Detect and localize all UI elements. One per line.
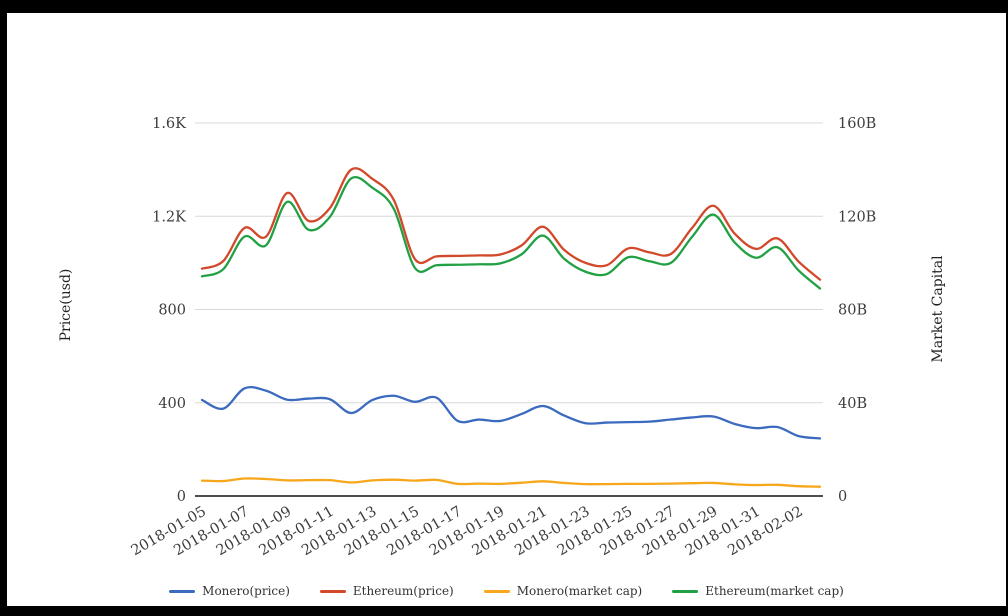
legend-item[interactable]: Ethereum(price) — [319, 584, 454, 598]
series-line-ethereum-price — [200, 167, 822, 281]
series-line-monero-price — [200, 385, 822, 440]
legend-line-marker — [483, 589, 510, 593]
legend-line-marker — [672, 589, 699, 593]
legend-line-marker — [319, 589, 346, 593]
right-axis-tick-label: 120B — [838, 209, 876, 225]
legend-item[interactable]: Ethereum(market cap) — [672, 584, 844, 598]
legend-label: Monero(price) — [202, 584, 290, 598]
left-axis-tick-label: 0 — [177, 489, 186, 505]
legend-item[interactable]: Monero(price) — [169, 584, 290, 598]
right-axis-tick-label: 40B — [838, 396, 867, 412]
right-axis-tick-label: 80B — [838, 303, 867, 319]
series-line-ethereum-market-cap — [200, 176, 822, 290]
legend-line-marker — [169, 589, 196, 593]
right-axis-tick-label: 0 — [838, 489, 847, 505]
left-axis-tick-label: 1.6K — [152, 116, 187, 132]
legend-label: Monero(market cap) — [516, 584, 643, 598]
legend-label: Ethereum(price) — [352, 584, 454, 598]
left-axis-tick-label: 1.2K — [152, 209, 187, 225]
chart-legend: Monero(price) Ethereum(price) Monero(marke… — [7, 584, 1006, 598]
series-line-monero-market-cap — [200, 477, 822, 488]
left-axis-tick-label: 800 — [158, 303, 186, 319]
right-axis-title: Market Capital — [930, 255, 946, 363]
grid-layer — [195, 122, 823, 497]
right-axis-tick-label: 160B — [838, 116, 876, 132]
series-layer — [200, 167, 822, 488]
legend-label: Ethereum(market cap) — [705, 584, 844, 598]
left-axis-tick-label: 400 — [158, 396, 186, 412]
chart-canvas: 0 0 400 40B 800 80B 1.2K 120B 1.6K 160B 2018-01-05… — [7, 13, 1006, 606]
legend-item[interactable]: Monero(market cap) — [483, 584, 643, 598]
left-axis-title: Price(usd) — [58, 269, 74, 342]
